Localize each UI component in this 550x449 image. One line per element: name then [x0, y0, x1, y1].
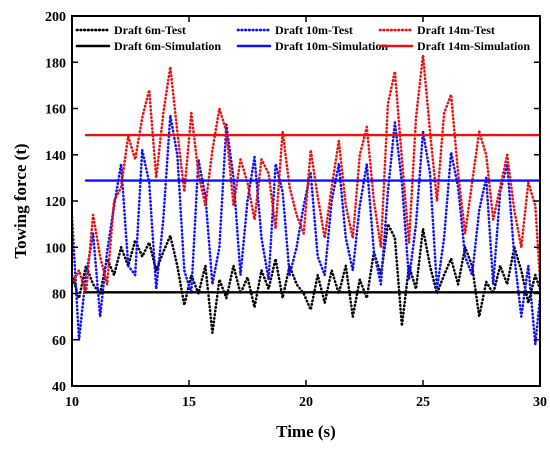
x-tick-label: 25 — [416, 395, 430, 410]
x-tick-label: 30 — [533, 395, 547, 410]
y-tick-label: 60 — [52, 334, 66, 349]
legend-label-3: Draft 14m-Test — [417, 23, 495, 37]
x-tick-label: 15 — [182, 395, 196, 410]
legend-label-5: Draft 10m-Simulation — [275, 39, 388, 53]
y-tick-label: 160 — [45, 103, 66, 118]
series-line-3 — [72, 54, 540, 295]
y-axis-title: Towing force (t) — [11, 143, 30, 258]
x-tick-label: 10 — [65, 395, 79, 410]
y-tick-label: 200 — [45, 10, 66, 25]
y-tick-label: 100 — [45, 241, 66, 256]
y-tick-label: 80 — [52, 288, 66, 303]
x-axis-title: Time (s) — [276, 422, 336, 441]
legend-label-4: Draft 6m-Simulation — [114, 39, 221, 53]
series-line-1 — [72, 222, 540, 335]
series-layer — [72, 54, 540, 346]
ticks-layer: 10 15 20 25 30 40 60 80 100 120 140 160 180 200 — [45, 10, 547, 410]
y-tick-label: 120 — [45, 195, 66, 210]
legend-label-6: Draft 14m-Simulation — [417, 39, 530, 53]
y-tick-label: 140 — [45, 149, 66, 164]
legend: Draft 6m-Test Draft 10m-Test Draft 14m-Tes… — [75, 23, 530, 53]
y-tick-label: 180 — [45, 56, 66, 71]
series-line-2 — [72, 114, 540, 346]
legend-label-2: Draft 10m-Test — [275, 23, 353, 37]
legend-label-1: Draft 6m-Test — [114, 23, 186, 37]
x-tick-label: 20 — [299, 395, 313, 410]
y-tick-label: 40 — [52, 380, 66, 395]
